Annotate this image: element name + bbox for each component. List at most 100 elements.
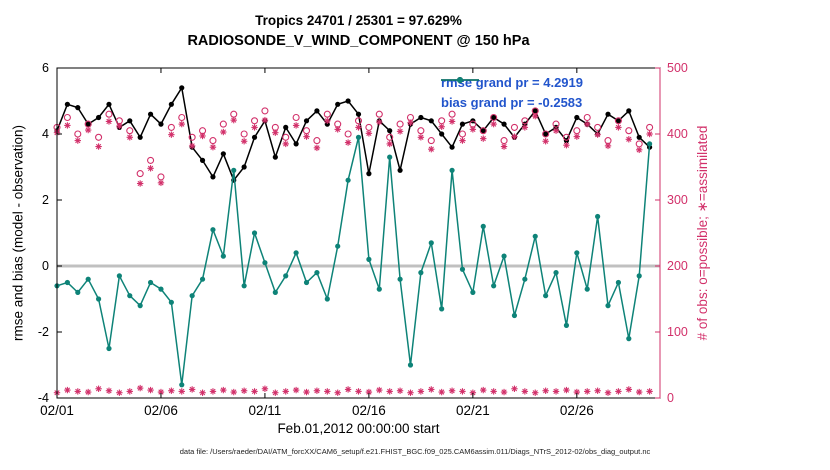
- bias-marker: [418, 270, 424, 276]
- series-bias: [54, 134, 653, 388]
- obs-possible-marker: [282, 133, 290, 141]
- obs-rejected-marker: [605, 390, 611, 396]
- obs-rejected-marker: [418, 388, 424, 395]
- bias-marker: [605, 303, 611, 309]
- obs-rejected-marker: [366, 389, 372, 395]
- obs-rejected-marker: [179, 388, 185, 395]
- bias-marker: [532, 233, 538, 239]
- bias-marker: [303, 279, 310, 286]
- bias-marker: [158, 286, 164, 292]
- obs-assimilated-marker: [553, 128, 559, 134]
- obs-assimilated-marker: [127, 134, 133, 140]
- bias-marker: [262, 260, 268, 266]
- y-right-tick-label: 300: [667, 193, 688, 207]
- x-tick-label: 02/11: [249, 403, 282, 418]
- rmse-marker: [199, 157, 206, 163]
- legend: rmse grand pr = 4.2919 bias grand pr = -0…: [441, 74, 583, 111]
- obs-rejected-marker: [303, 389, 310, 395]
- bias-marker: [595, 213, 601, 220]
- rmse-marker: [127, 118, 133, 124]
- rmse-marker: [335, 101, 341, 107]
- rmse-marker: [480, 128, 486, 134]
- obs-possible-marker: [614, 117, 622, 125]
- bias-marker: [397, 276, 403, 282]
- bias-marker: [147, 279, 154, 286]
- left-y-axis-label: rmse and bias (model - observation): [10, 124, 26, 342]
- bias-marker: [501, 253, 507, 259]
- obs-assimilated-marker: [376, 119, 382, 125]
- obs-possible-marker: [74, 130, 82, 138]
- obs-rejected-marker: [355, 388, 362, 395]
- obs-rejected-marker: [251, 388, 258, 395]
- series-obs-assimilated: [53, 112, 653, 187]
- legend-label: rmse grand pr = 4.2919: [441, 75, 583, 90]
- obs-possible-marker: [240, 130, 248, 138]
- obs-possible-marker: [63, 113, 71, 122]
- obs-rejected-marker: [64, 387, 71, 393]
- obs-possible-marker: [167, 123, 175, 131]
- obs-possible-marker: [136, 170, 144, 178]
- y-right-tick-label: 400: [667, 127, 688, 141]
- obs-possible-marker: [261, 107, 269, 115]
- obs-possible-marker: [448, 110, 456, 118]
- obs-possible-marker: [386, 133, 394, 141]
- obs-possible-marker: [157, 173, 165, 181]
- bias-marker: [355, 134, 362, 140]
- obs-possible-marker: [573, 127, 581, 135]
- obs-possible-marker: [323, 110, 331, 118]
- obs-possible-marker: [542, 130, 550, 138]
- y-left-tick-label: -4: [38, 391, 49, 405]
- bias-marker: [439, 306, 445, 312]
- obs-rejected-marker: [345, 386, 351, 393]
- obs-possible-marker: [250, 117, 259, 125]
- obs-assimilated-marker: [189, 143, 195, 149]
- bias-marker: [480, 223, 486, 229]
- rmse-marker: [75, 105, 81, 111]
- obs-rejected-marker: [501, 389, 507, 395]
- obs-rejected-marker: [594, 388, 601, 394]
- obs-assimilated-marker: [615, 124, 622, 131]
- rmse-marker: [532, 108, 538, 114]
- rmse-line: [56, 85, 651, 182]
- obs-rejected-marker: [220, 387, 226, 393]
- bias-marker: [251, 230, 258, 236]
- obs-rejected-marker: [147, 387, 154, 393]
- obs-possible-marker: [219, 120, 227, 128]
- obs-rejected-marker: [397, 388, 403, 394]
- bias-marker: [272, 289, 278, 295]
- rmse-marker: [428, 118, 434, 124]
- obs-rejected-marker: [553, 388, 559, 395]
- obs-assimilated-marker: [168, 132, 175, 138]
- obs-rejected-marker: [127, 388, 133, 395]
- obs-assimilated-marker: [314, 145, 320, 151]
- bias-marker: [106, 345, 112, 352]
- obs-rejected-marker: [314, 388, 320, 394]
- obs-possible-marker: [313, 137, 321, 145]
- obs-assimilated-marker: [303, 133, 310, 140]
- obs-rejected-marker: [199, 390, 206, 396]
- obs-assimilated-marker: [439, 124, 445, 130]
- obs-possible-marker: [375, 110, 383, 118]
- bias-line: [56, 137, 651, 385]
- obs-assimilated-marker: [574, 133, 580, 140]
- obs-rejected-marker: [106, 388, 112, 394]
- bias-marker: [428, 240, 434, 246]
- obs-rejected-marker: [449, 388, 455, 394]
- rmse-marker: [272, 154, 278, 160]
- obs-possible-marker: [490, 113, 498, 122]
- x-tick-label: 02/26: [560, 403, 594, 418]
- obs-possible-marker: [417, 127, 425, 135]
- bias-marker: [210, 227, 216, 233]
- obs-assimilated-marker: [345, 139, 351, 146]
- obs-possible-marker: [147, 156, 155, 164]
- bias-marker: [75, 289, 81, 295]
- obs-possible-marker: [625, 127, 633, 135]
- obs-assimilated-marker: [501, 143, 507, 150]
- rmse-marker: [251, 134, 258, 140]
- obs-possible-marker: [105, 110, 113, 118]
- obs-possible-marker: [292, 113, 300, 122]
- rmse-marker: [626, 108, 632, 114]
- bias-marker: [199, 276, 206, 282]
- y-left-tick-label: 6: [42, 61, 49, 75]
